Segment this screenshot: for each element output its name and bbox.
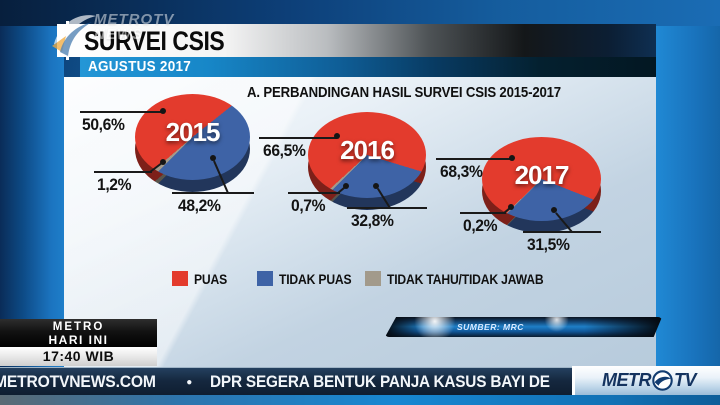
watermark-line2: NEWS bbox=[94, 26, 143, 43]
ticker-site: METROTVNEWS.COM bbox=[0, 372, 156, 391]
callout-line bbox=[460, 212, 506, 214]
callout-dot bbox=[551, 207, 557, 213]
source-bar: SUMBER: MRC bbox=[385, 317, 662, 337]
backdrop-top bbox=[0, 0, 720, 26]
subheadline-bar bbox=[80, 57, 656, 77]
label-2016-puas: 66,5% bbox=[263, 141, 306, 160]
backdrop-right bbox=[656, 26, 720, 367]
backdrop-left bbox=[0, 26, 64, 367]
pie-2017-face bbox=[482, 137, 601, 221]
show-name-line2: HARI INI bbox=[48, 333, 109, 347]
legend-label-tidak-tahu: TIDAK TAHU/TIDAK JAWAB bbox=[387, 272, 544, 287]
callout-dot bbox=[343, 183, 349, 189]
callout-line bbox=[347, 207, 427, 209]
callout-dot bbox=[509, 155, 515, 161]
label-2017-tidak-tahu: 0,2% bbox=[463, 216, 498, 235]
callout-line bbox=[94, 171, 152, 173]
pie-2016: 2016 bbox=[308, 112, 426, 210]
callout-line bbox=[80, 111, 162, 113]
label-2016-tidak-tahu: 0,7% bbox=[291, 196, 326, 215]
legend-swatch-tidak-puas bbox=[257, 271, 273, 286]
headline-bar bbox=[57, 24, 656, 57]
pie-2016-face bbox=[308, 112, 426, 198]
callout-line bbox=[172, 192, 254, 194]
chart-title: A. PERBANDINGAN HASIL SURVEI CSIS 2015-2… bbox=[247, 84, 561, 101]
watermark-text: METROTV NEWS bbox=[94, 12, 174, 42]
clock: 17:40 WIB bbox=[0, 347, 157, 366]
callout-line bbox=[288, 192, 340, 194]
legend-label-puas: PUAS bbox=[194, 272, 228, 287]
callout-line bbox=[523, 231, 601, 233]
pie-2016-year-label: 2016 bbox=[340, 135, 395, 165]
ticker-headline: DPR SEGERA BENTUK PANJA KASUS BAYI DE bbox=[210, 372, 551, 391]
legend-swatch-puas bbox=[172, 271, 188, 286]
legend-label-tidak-puas: TIDAK PUAS bbox=[279, 272, 352, 287]
pie-2015-year-label: 2015 bbox=[165, 117, 221, 147]
logo-text-right: TV bbox=[673, 370, 697, 390]
callout-dot bbox=[160, 108, 166, 114]
label-2017-puas: 68,3% bbox=[440, 162, 483, 181]
callout-dot bbox=[160, 159, 166, 165]
pie-2017-year-label: 2017 bbox=[514, 160, 570, 190]
eagle-swoosh-icon bbox=[52, 15, 96, 56]
show-name-line1: METRO bbox=[52, 321, 105, 333]
ticker-bullet-icon: ● bbox=[186, 376, 193, 388]
program-headline: SURVEI CSIS bbox=[84, 26, 225, 56]
callout-dot bbox=[210, 155, 216, 161]
pie-2015: 2015 bbox=[135, 94, 250, 192]
metrotv-news-watermark: METROTV NEWS bbox=[50, 6, 220, 64]
pie-2017: 2017 bbox=[482, 137, 601, 233]
label-2016-tidak-puas: 32,8% bbox=[351, 211, 394, 230]
source-text: SUMBER: MRC bbox=[457, 322, 524, 332]
program-subheadline: AGUSTUS 2017 bbox=[88, 58, 192, 75]
watermark-line1: METROTV bbox=[94, 11, 175, 28]
label-2015-tidak-puas: 48,2% bbox=[178, 196, 221, 215]
pie-2015-face bbox=[135, 94, 250, 180]
callout-dot bbox=[334, 133, 340, 139]
label-2017-tidak-puas: 31,5% bbox=[527, 235, 570, 254]
eagle-globe-icon bbox=[652, 370, 673, 391]
metrotv-logo: METR TV bbox=[572, 366, 720, 395]
logo-text-left: METR bbox=[601, 370, 652, 390]
callout-dot bbox=[373, 183, 379, 189]
label-2015-tidak-tahu: 1,2% bbox=[97, 175, 132, 194]
callout-line bbox=[436, 158, 512, 160]
callout-dot bbox=[508, 204, 514, 210]
show-name-box: METRO HARI INI bbox=[0, 319, 157, 347]
label-2015-puas: 50,6% bbox=[82, 115, 125, 134]
callout-line bbox=[259, 137, 337, 139]
bottom-strip bbox=[0, 395, 720, 405]
legend-swatch-tidak-tahu bbox=[365, 271, 381, 286]
